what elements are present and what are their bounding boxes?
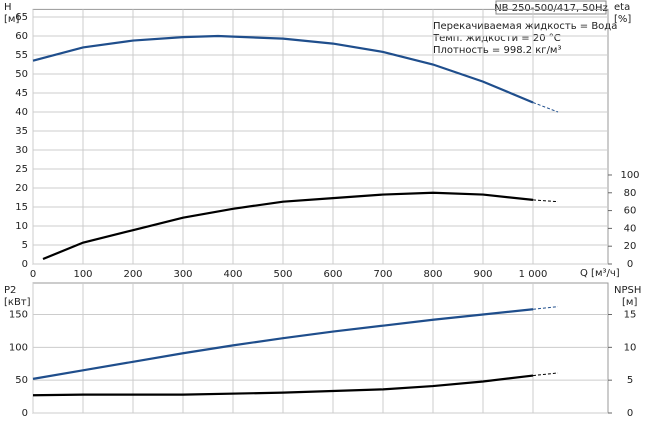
y-tick-label: 20: [15, 183, 28, 194]
y2-label: eta: [614, 2, 630, 13]
y-tick-label: 45: [15, 88, 28, 99]
y-tick-label: 0: [22, 259, 28, 270]
model-title: NB 250-500/417, 50Hz: [494, 3, 608, 14]
y-tick-label: 55: [15, 50, 28, 61]
x-tick-label: 600: [323, 269, 342, 280]
y-tick-label: 50: [15, 69, 28, 80]
y-tick-label: 50: [15, 375, 28, 386]
curve-extension: [532, 102, 559, 113]
y2-tick-label: 60: [624, 206, 637, 217]
y2-tick-label: 20: [624, 241, 637, 252]
x-tick-label: 500: [273, 269, 292, 280]
y2-tick-label: 40: [624, 223, 637, 234]
x-tick-label: 700: [373, 269, 392, 280]
y2-tick-label: 0: [627, 408, 633, 419]
y-tick-label: 5: [22, 240, 28, 251]
x-tick-label: 300: [173, 269, 192, 280]
x-tick-label: 400: [223, 269, 242, 280]
y2-unit: [м]: [622, 297, 637, 308]
y-tick-label: 100: [9, 342, 28, 353]
y2-unit: [%]: [614, 14, 631, 25]
x-label: Q [м³/ч]: [580, 268, 620, 279]
curve: [32, 34, 534, 104]
y2-tick-label: 5: [627, 375, 633, 386]
plot-area: [32, 282, 609, 414]
x-tick-label: 0: [30, 269, 36, 280]
y-tick-label: 150: [9, 310, 28, 321]
x-tick-label: 900: [473, 269, 492, 280]
y2-tick-label: 80: [624, 188, 637, 199]
y2-tick-label: 10: [624, 342, 637, 353]
y-tick-label: 0: [22, 408, 28, 419]
curve-extension: [532, 372, 559, 377]
curve-extension: [532, 199, 559, 203]
y-tick-label: 10: [15, 221, 28, 232]
y-tick-label: 25: [15, 164, 28, 175]
y-tick-label: 30: [15, 145, 28, 156]
y2-tick-label: 100: [620, 170, 639, 181]
curve: [32, 308, 534, 380]
y2-tick-label: 0: [627, 259, 633, 270]
y-tick-label: 15: [15, 202, 28, 213]
curve: [32, 374, 534, 397]
x-tick-label: 200: [123, 269, 142, 280]
annotation: Плотность = 998.2 кг/м³: [433, 45, 562, 56]
y-tick-label: 40: [15, 107, 28, 118]
model-box: [495, 0, 607, 15]
y-unit: [кВт]: [4, 297, 31, 308]
x-tick-label: 100: [73, 269, 92, 280]
y2-label: NPSH: [614, 285, 641, 296]
y-unit: [м]: [4, 14, 19, 25]
y2-tick-label: 15: [624, 310, 637, 321]
y-label: H: [4, 2, 12, 13]
curve-extension: [532, 306, 559, 310]
annotation: Перекачиваемая жидкость = Вода: [433, 21, 617, 32]
y-tick-label: 35: [15, 126, 28, 137]
y-tick-label: 65: [15, 12, 28, 23]
curve: [42, 191, 534, 261]
x-tick-label: 800: [423, 269, 442, 280]
y-tick-label: 60: [15, 31, 28, 42]
annotation: Темп. жидкости = 20 °C: [432, 33, 561, 44]
y-label: P2: [4, 285, 16, 296]
x-tick-label: 1 000: [519, 269, 548, 280]
